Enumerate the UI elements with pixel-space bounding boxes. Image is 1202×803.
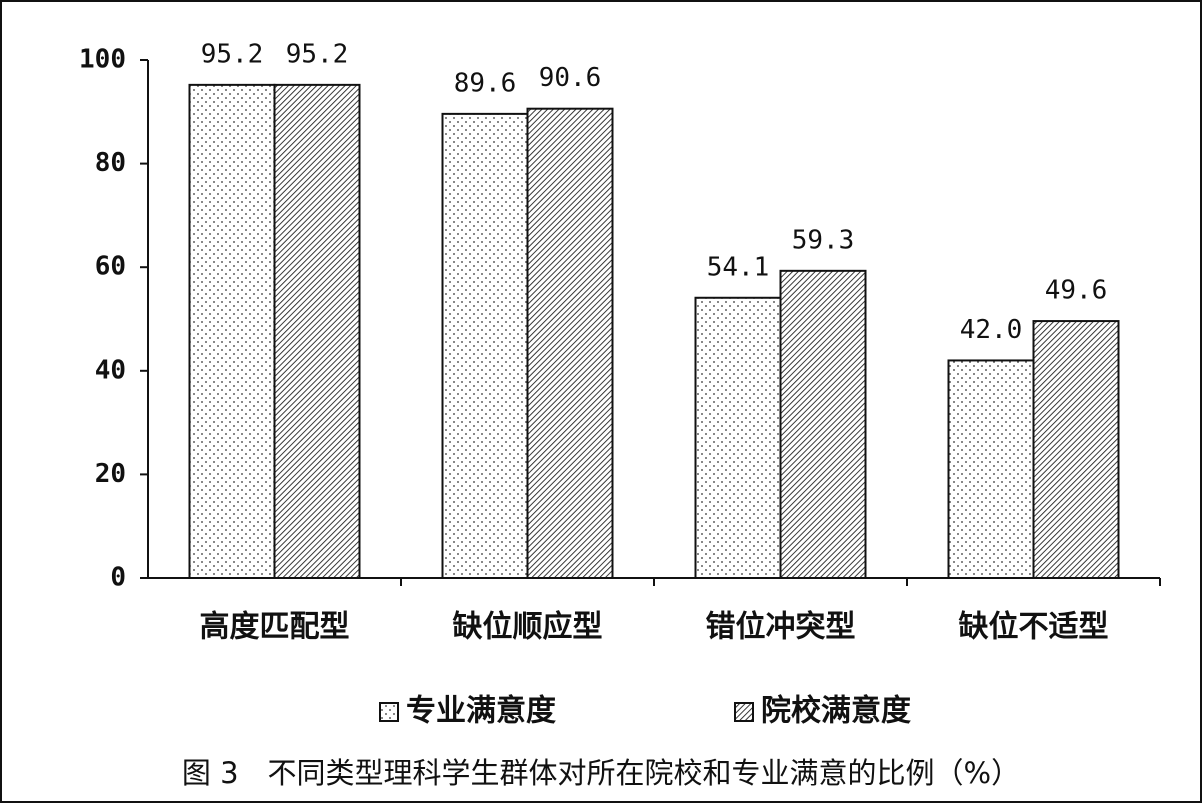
x-tick-label: 高度匹配型: [200, 610, 350, 645]
value-label: 49.6: [1045, 276, 1108, 306]
y-tick-label: 40: [95, 355, 126, 385]
value-label: 42.0: [960, 315, 1023, 345]
x-tick-label: 缺位不适型: [959, 610, 1109, 645]
x-tick-label: 缺位顺应型: [453, 610, 603, 645]
value-label: 95.2: [286, 39, 349, 69]
x-tick-label: 错位冲突型: [706, 610, 856, 645]
bar: [188, 83, 276, 579]
value-label: 89.6: [454, 68, 517, 98]
y-tick-label: 80: [95, 148, 126, 178]
y-tick-label: 20: [95, 459, 126, 489]
bar: [526, 107, 614, 580]
value-label: 90.6: [539, 63, 602, 93]
legend-swatch: [379, 702, 399, 722]
bar: [694, 296, 782, 579]
value-label: 59.3: [792, 225, 855, 255]
bar: [1032, 320, 1120, 579]
bar: [441, 112, 529, 579]
value-label: 54.1: [707, 252, 770, 282]
y-tick-label: 0: [110, 563, 126, 593]
y-tick-label: 60: [95, 252, 126, 282]
caption: 图 3 不同类型理科学生群体对所在院校和专业满意的比例（%）: [182, 756, 1020, 790]
y-tick-label: 100: [79, 45, 126, 75]
legend-label: 专业满意度: [406, 694, 556, 729]
bar: [947, 359, 1035, 579]
legend-swatch: [734, 702, 754, 722]
bar: [779, 269, 867, 579]
legend-label: 院校满意度: [761, 694, 911, 729]
value-label: 95.2: [201, 39, 264, 69]
bar: [273, 83, 361, 579]
